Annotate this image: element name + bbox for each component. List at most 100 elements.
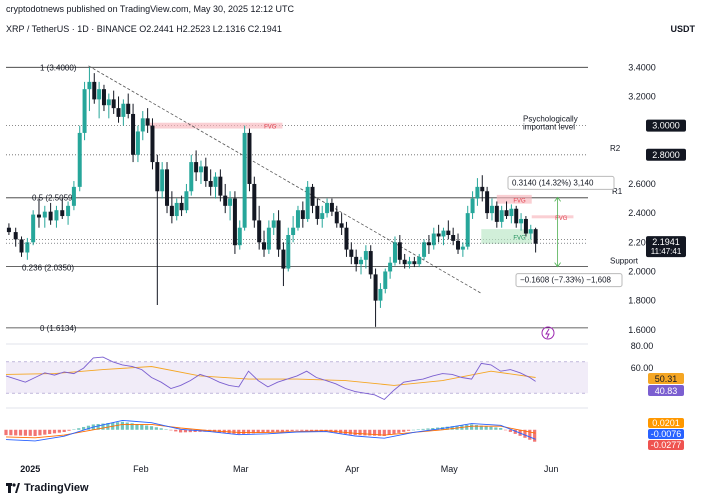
macd-hist-bar-64 bbox=[314, 429, 318, 432]
candle-body-38 bbox=[203, 166, 208, 182]
x-tick-5: Jun bbox=[544, 464, 559, 474]
level-tag-bg-2 bbox=[646, 148, 686, 161]
candle-body-93 bbox=[470, 198, 475, 214]
candle-body-26 bbox=[145, 118, 150, 126]
last-price-tag-bg bbox=[646, 236, 686, 258]
price-tick-1: 3.2000 bbox=[628, 91, 656, 101]
macd-hist-bar-63 bbox=[309, 429, 314, 432]
macd-hist-bar-72 bbox=[353, 429, 357, 436]
macd-hist-bar-17 bbox=[86, 425, 91, 430]
candle-body-83 bbox=[422, 242, 427, 257]
candle-body-98 bbox=[494, 205, 499, 222]
macd-hist-bar-26 bbox=[130, 423, 134, 430]
fib-label-0: 0 (1.6134) bbox=[40, 324, 77, 333]
macd-hist-bar-61 bbox=[300, 429, 304, 431]
candle-body-58 bbox=[300, 210, 305, 219]
candle-body-61 bbox=[315, 205, 320, 219]
macd-signal-line bbox=[5, 423, 536, 439]
fvg-label-3: FVG bbox=[513, 235, 526, 241]
fvg-label-1: FVG bbox=[513, 198, 526, 204]
candle-body-28 bbox=[155, 162, 160, 192]
macd-hist-bar-78 bbox=[382, 429, 386, 436]
candle-body-45 bbox=[237, 227, 242, 246]
macd-hist-bar-58 bbox=[285, 429, 289, 432]
candle-body-97 bbox=[489, 205, 494, 214]
macd-hist-bar-73 bbox=[358, 429, 362, 436]
fib-label-1: 1 (3.4000) bbox=[40, 63, 77, 72]
macd-hist-bar-20 bbox=[101, 423, 105, 430]
macd-hist-bar-38 bbox=[188, 429, 192, 433]
candle-body-34 bbox=[184, 191, 189, 211]
candle-body-76 bbox=[388, 262, 393, 272]
candle-body-44 bbox=[232, 198, 237, 246]
macd-hist-bar-80 bbox=[392, 429, 396, 434]
macd-hist-bar-82 bbox=[402, 429, 406, 432]
candle-body-32 bbox=[174, 202, 179, 217]
lightning-bolt bbox=[545, 328, 550, 339]
macd-hist-bar-105 bbox=[513, 429, 517, 434]
macd-hist-bar-31 bbox=[154, 427, 158, 430]
candle-body-41 bbox=[218, 176, 223, 196]
macd-hist-bar-74 bbox=[363, 429, 367, 436]
candle-body-42 bbox=[223, 195, 228, 206]
rsi-band bbox=[6, 361, 588, 394]
candle-body-85 bbox=[431, 233, 436, 246]
candle-body-64 bbox=[329, 202, 334, 212]
candle-body-17 bbox=[101, 89, 106, 106]
lightning-icon bbox=[541, 326, 555, 340]
candle-body-105 bbox=[528, 229, 533, 234]
macd-hist-bar-41 bbox=[203, 429, 207, 432]
candle-body-57 bbox=[295, 210, 300, 228]
candle-body-13 bbox=[82, 89, 87, 133]
countdown-tag: 11:47:41 bbox=[651, 247, 682, 256]
psych-label-1: Psychologically bbox=[523, 115, 578, 124]
macd-hist-bar-75 bbox=[368, 429, 372, 436]
rsi-ma-line bbox=[5, 366, 536, 386]
candle-body-54 bbox=[281, 249, 286, 269]
currency-label[interactable]: USDT bbox=[670, 24, 696, 34]
candle-body-21 bbox=[121, 103, 126, 117]
candle-body-2 bbox=[19, 239, 24, 253]
macd-line bbox=[5, 419, 536, 442]
candle-body-20 bbox=[116, 108, 121, 117]
publisher-line: cryptodotnews published on TradingView.c… bbox=[6, 4, 294, 14]
macd-hist-bar-52 bbox=[256, 429, 260, 434]
level-tag-bg-1 bbox=[646, 119, 686, 132]
macd-hist-bar-6 bbox=[33, 429, 37, 436]
candle-body-72 bbox=[368, 251, 373, 275]
macd-hist-bar-21 bbox=[106, 423, 110, 430]
measure-box-1 bbox=[515, 273, 623, 288]
candle-body-30 bbox=[165, 169, 170, 206]
candle-body-47 bbox=[247, 132, 252, 184]
fvg-zone-0 bbox=[149, 122, 283, 129]
measure-text-0: 0.3140 (14.32%) 3,140 bbox=[512, 178, 594, 187]
macd-hist-bar-13 bbox=[67, 429, 71, 431]
candle-body-43 bbox=[228, 198, 233, 206]
candle-body-5 bbox=[36, 214, 41, 218]
candle-body-79 bbox=[402, 259, 407, 265]
price-tick-4: 2.6000 bbox=[628, 179, 656, 189]
x-tick-0: 2025 bbox=[20, 464, 40, 474]
x-tick-4: May bbox=[441, 464, 459, 474]
macd-hist-bar-51 bbox=[251, 429, 255, 434]
candle-body-92 bbox=[465, 213, 470, 247]
macd-hist-bar-27 bbox=[135, 424, 139, 430]
support-label: Support bbox=[610, 256, 639, 265]
candle-body-12 bbox=[77, 132, 82, 187]
candle-body-63 bbox=[325, 202, 330, 214]
macd-hist-bar-91 bbox=[445, 426, 449, 430]
fvg-zone-3 bbox=[481, 229, 532, 244]
candle-body-77 bbox=[392, 242, 397, 263]
level-tag-2: 2.8000 bbox=[652, 150, 680, 160]
rsi-tag-bg bbox=[648, 385, 684, 396]
macd-hist-bar-19 bbox=[96, 424, 100, 430]
candle-body-101 bbox=[509, 208, 514, 217]
macd-hist-bar-79 bbox=[387, 429, 391, 435]
tradingview-footer[interactable]: TradingView bbox=[6, 482, 89, 494]
candle-body-31 bbox=[169, 205, 174, 217]
macd-tag-1: -0.0076 bbox=[651, 429, 682, 439]
macd-hist-bar-34 bbox=[169, 429, 173, 431]
x-tick-3: Apr bbox=[345, 464, 359, 474]
macd-hist-bar-36 bbox=[179, 429, 183, 433]
